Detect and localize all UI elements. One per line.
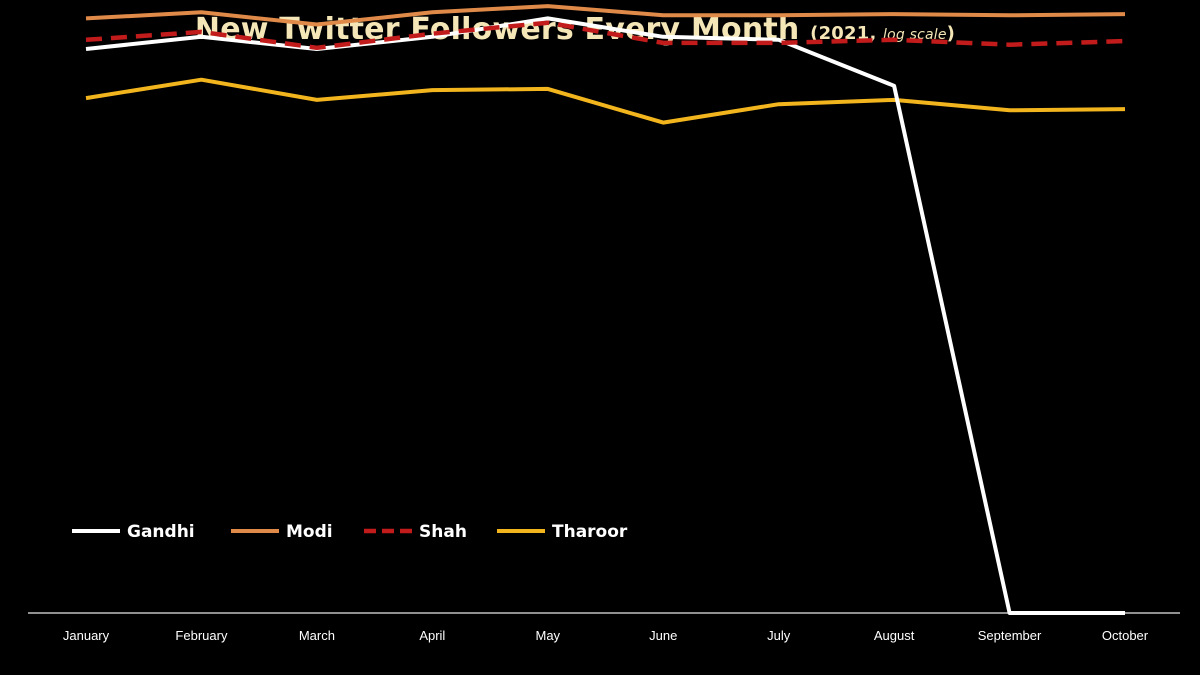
x-tick-label-may: May — [535, 628, 560, 643]
legend-label-tharoor: Tharoor — [552, 522, 628, 542]
x-tick-label-april: April — [419, 628, 445, 643]
chart-subtitle-scale: log scale — [882, 27, 947, 43]
x-tick-label-august: August — [874, 628, 915, 643]
series-line-tharoor — [85, 77, 1126, 125]
x-tick-label-january: January — [63, 628, 110, 643]
x-tick-label-february: February — [175, 628, 228, 643]
x-tick-label-march: March — [299, 628, 335, 643]
x-tick-labels: January February March April May June July Augu… — [63, 628, 1149, 643]
legend-label-modi: Modi — [286, 522, 333, 542]
x-tick-label-july: July — [767, 628, 791, 643]
x-tick-label-october: October — [1102, 628, 1149, 643]
legend: Gandhi Modi Shah Tharoor — [72, 522, 628, 542]
series-line-gandhi — [85, 16, 1125, 615]
legend-label-gandhi: Gandhi — [127, 522, 195, 542]
series-layer — [85, 4, 1126, 615]
legend-label-shah: Shah — [419, 522, 467, 542]
chart-subtitle-suffix: ) — [946, 23, 956, 44]
x-tick-label-june: June — [649, 628, 677, 643]
series-line-modi — [85, 4, 1126, 27]
x-tick-label-september: September — [978, 628, 1042, 643]
